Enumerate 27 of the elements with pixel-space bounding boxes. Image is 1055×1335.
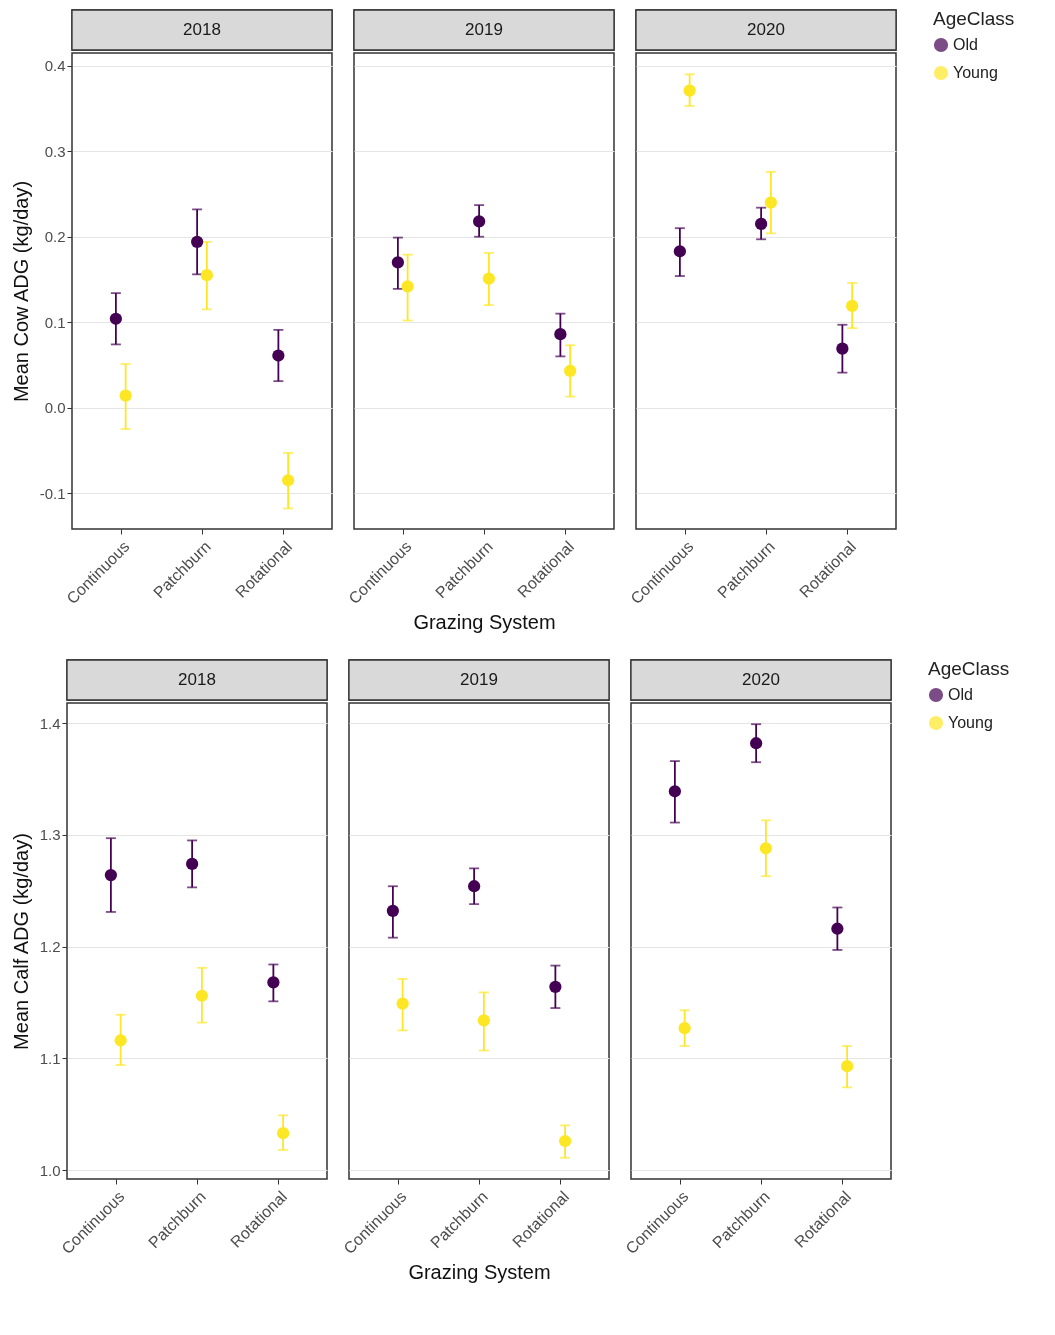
chart-title: 2020 — [742, 670, 780, 689]
legend-label: Young — [953, 64, 998, 81]
y-tick-label: 0.1 — [44, 313, 66, 331]
legend-label: Old — [948, 686, 973, 703]
chart-title: 2018 — [178, 670, 216, 689]
y-tick-label: 0.4 — [44, 57, 66, 75]
y-tick-label: -0.1 — [39, 484, 66, 502]
chart-title: 2019 — [465, 20, 503, 39]
x-axis-title: Grazing System — [413, 611, 556, 634]
y-tick-label: 1.2 — [39, 938, 61, 956]
legend-title: AgeClass — [933, 8, 1015, 29]
x-axis-title: Grazing System — [408, 1261, 551, 1284]
y-tick-label: 1.0 — [39, 1161, 61, 1179]
y-axis-title: Mean Calf ADG (kg/day) — [9, 833, 32, 1050]
y-tick-label: 1.3 — [39, 826, 61, 844]
chart-title: 2018 — [183, 20, 221, 39]
legend-label: Young — [948, 714, 993, 731]
y-tick-label: 1.1 — [39, 1049, 61, 1067]
y-tick-label: 0.2 — [44, 228, 66, 246]
y-tick-label: 0.3 — [44, 142, 66, 160]
legend-title: AgeClass — [928, 658, 1010, 679]
y-tick-label: 0.0 — [44, 399, 66, 417]
chart-title: 2019 — [460, 670, 498, 689]
y-axis-title: Mean Cow ADG (kg/day) — [9, 180, 32, 403]
y-tick-label: 1.4 — [39, 714, 61, 732]
legend-label: Old — [953, 36, 978, 53]
chart-title: 2020 — [747, 20, 785, 39]
